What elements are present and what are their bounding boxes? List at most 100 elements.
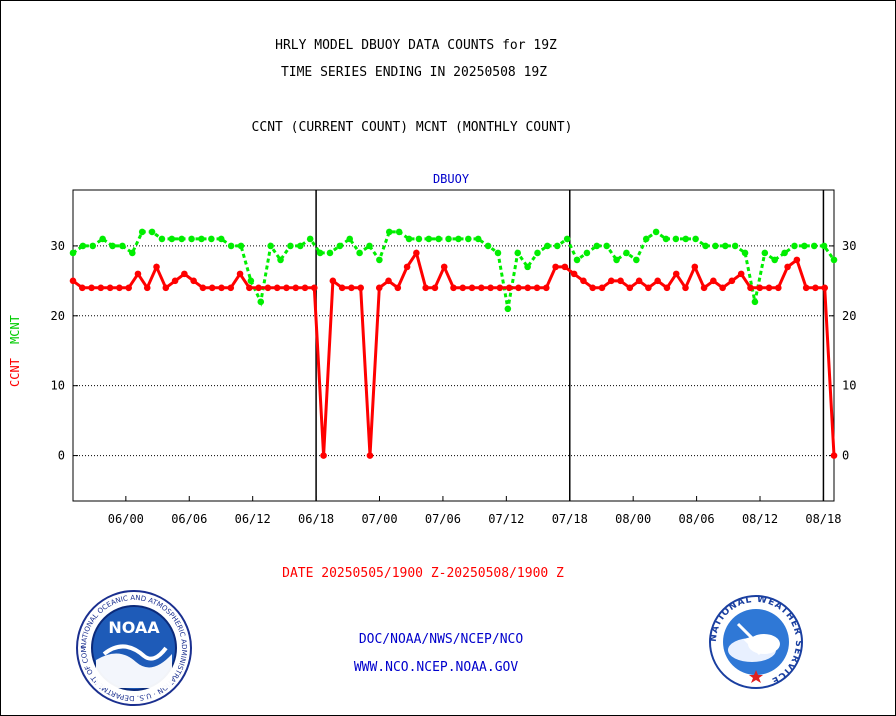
ccnt-series-point [283, 284, 290, 292]
mcnt-series-point [583, 249, 591, 257]
ccnt-series-point [617, 277, 624, 285]
mcnt-series-point [712, 242, 719, 250]
ccnt-series-point [821, 284, 829, 292]
mcnt-series-point [563, 235, 571, 243]
mcnt-series-point [109, 242, 116, 250]
mcnt-series-point [178, 235, 186, 243]
chart-title-line1: HRLY MODEL DBUOY DATA COUNTS for 19Z [275, 38, 557, 53]
ccnt-series-point [682, 284, 689, 292]
mcnt-series-point [544, 242, 551, 250]
plot-title: DBUOY [432, 172, 470, 186]
ccnt-series-point [385, 277, 392, 285]
mcnt-series-point [682, 235, 690, 243]
ccnt-series-point [478, 284, 485, 292]
mcnt-series-point [257, 298, 265, 306]
ccnt-series-point [171, 277, 179, 285]
ccnt-series-point [134, 270, 142, 278]
ccnt-series-point [431, 284, 439, 292]
ccnt-series-point [561, 263, 569, 271]
mcnt-series-point [593, 242, 601, 250]
ccnt-series-point [208, 284, 216, 292]
mcnt-series-point [771, 256, 779, 264]
y-tick-label-right: 20 [842, 309, 856, 323]
series-legend-text: CCNT (CURRENT COUNT) MCNT (MONTHLY COUNT… [251, 120, 573, 135]
x-tick-label: 06/00 [108, 512, 144, 526]
mcnt-series-point [247, 277, 255, 285]
ccnt-series-point [357, 284, 364, 292]
footer-url-line[interactable]: WWW.NCO.NCEP.NOAA.GOV [353, 660, 519, 675]
mcnt-series-point [642, 235, 650, 243]
ccnt-series-point [515, 284, 522, 292]
ccnt-series-point [394, 284, 402, 292]
x-tick-label: 08/06 [679, 512, 715, 526]
ccnt-series-point [329, 277, 337, 285]
mcnt-series-point [297, 242, 304, 250]
mcnt-series-point [534, 249, 541, 257]
ccnt-series-point [440, 263, 448, 271]
mcnt-series-point [781, 249, 788, 257]
mcnt-series-point [425, 235, 433, 243]
y-tick-label-left: 0 [58, 449, 65, 463]
mcnt-series-point [741, 249, 749, 257]
ccnt-series-point [645, 284, 652, 292]
ccnt-series-point [450, 284, 457, 292]
ccnt-series-point [153, 263, 160, 271]
ccnt-series-point [719, 284, 726, 292]
ccnt-series-point [747, 284, 754, 292]
ccnt-series-point [598, 284, 606, 292]
ccnt-series-point [143, 284, 151, 292]
ccnt-series-point [710, 277, 717, 285]
ccnt-series-point [181, 270, 188, 278]
mcnt-series-point [524, 263, 531, 271]
mcnt-series-point [810, 242, 818, 250]
mcnt-series-point [158, 235, 166, 243]
noaa-logo: NATIONAL OCEANIC AND ATMOSPHERIC ADMINIS… [74, 588, 192, 706]
ccnt-series-point [236, 270, 244, 278]
ccnt-series-point [830, 452, 838, 459]
mcnt-series-point [455, 235, 462, 243]
mcnt-series-point [267, 242, 274, 250]
ccnt-series-point [69, 277, 77, 285]
ccnt-series-point [125, 284, 132, 292]
mcnt-series-point [306, 235, 314, 243]
ccnt-series-point [227, 284, 235, 292]
ccnt-series-point [320, 452, 327, 459]
mcnt-series-point [820, 242, 828, 250]
ccnt-series-point [756, 284, 764, 292]
ccnt-series-point [78, 284, 86, 292]
mcnt-series-point [613, 256, 620, 264]
mcnt-series-point [652, 228, 660, 236]
ccnt-series-point [543, 284, 550, 292]
ccnt-series-point [524, 284, 532, 292]
x-tick-label: 08/18 [805, 512, 841, 526]
ccnt-series-point [496, 284, 504, 292]
mcnt-series-point [751, 298, 759, 306]
ccnt-series-point [199, 284, 207, 292]
mcnt-series-point [385, 228, 393, 236]
ccnt-series-point [97, 284, 105, 292]
mcnt-series-point [188, 235, 195, 243]
mcnt-series-point [217, 235, 225, 243]
ccnt-series-point [672, 270, 680, 278]
ccnt-series-point [264, 284, 272, 292]
y-tick-label-left: 20 [51, 309, 65, 323]
ccnt-series-point [663, 284, 671, 292]
ccnt-series-point [273, 284, 281, 292]
x-tick-label: 06/12 [235, 512, 271, 526]
mcnt-series-point [277, 256, 284, 264]
ccnt-series-point [570, 270, 578, 278]
x-tick-label: 08/00 [615, 512, 651, 526]
y-tick-label-right: 0 [842, 449, 849, 463]
mcnt-series-point [415, 235, 423, 243]
chart-title-line2: TIME SERIES ENDING IN 20250508 19Z [280, 65, 548, 80]
y-tick-label-left: 30 [51, 239, 65, 253]
mcnt-series-point [623, 249, 630, 257]
mcnt-series-point [514, 249, 522, 257]
mcnt-series-point [395, 228, 403, 236]
ccnt-series-point [162, 284, 170, 292]
ccnt-series-point [422, 284, 429, 292]
ccnt-series-point [116, 284, 123, 292]
ccnt-series-point [366, 452, 374, 459]
ccnt-series-point [88, 284, 95, 292]
